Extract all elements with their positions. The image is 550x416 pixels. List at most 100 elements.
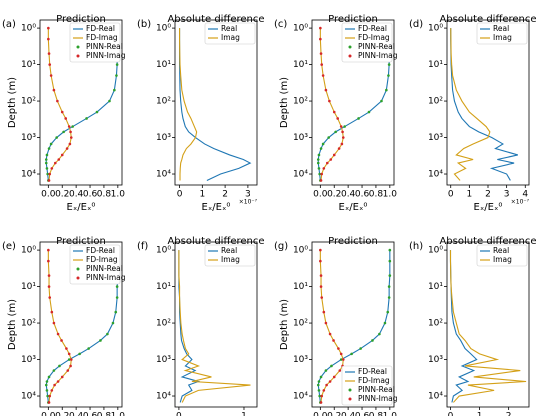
series-dot	[50, 310, 54, 314]
series-dot	[321, 74, 325, 77]
series-dot	[338, 369, 342, 372]
y-tick-label: 10²	[293, 319, 308, 329]
series-dot	[371, 339, 374, 342]
series-dot	[45, 380, 49, 383]
series-dot	[319, 274, 323, 277]
series-dot	[319, 37, 322, 41]
series-dot	[319, 401, 323, 404]
series-dot	[339, 125, 343, 128]
x-tick-label: 1	[199, 190, 205, 200]
series-dot	[47, 147, 51, 150]
x-tick-label: 3	[245, 190, 251, 200]
series-dot	[386, 310, 390, 314]
panel-title: Prediction	[328, 236, 378, 247]
series-dot	[387, 74, 390, 77]
series-dot	[385, 88, 388, 92]
series-dot	[67, 352, 71, 356]
x-tick-label: 0	[177, 190, 183, 200]
series-dot	[52, 88, 56, 92]
series-dot	[48, 63, 52, 66]
x-tick-label: 1.0	[383, 190, 398, 200]
legend-label: Real	[221, 24, 237, 33]
panel-label: (e)	[2, 241, 16, 252]
series-dot	[47, 248, 50, 252]
y-tick-label: 10⁰	[293, 246, 308, 256]
series-dot	[328, 380, 332, 383]
series-dot	[47, 401, 51, 404]
y-tick-label: 10¹	[428, 282, 443, 292]
series-dot	[78, 352, 81, 356]
legend-label: FD-Imag	[86, 33, 118, 42]
legend-box	[69, 22, 121, 63]
series-dot	[47, 37, 50, 41]
series-dot	[357, 117, 360, 120]
series-dot	[328, 99, 331, 103]
series-dot	[332, 153, 336, 157]
series-dot	[69, 358, 73, 361]
y-tick-label: 10⁴	[428, 170, 443, 180]
series-line	[449, 250, 527, 403]
series-dot	[319, 259, 322, 263]
y-tick-label: 10⁰	[21, 246, 36, 256]
series-dot	[350, 352, 353, 356]
x-tick-label: 1	[241, 412, 247, 416]
x-tick-label: 0	[448, 190, 454, 200]
y-tick-label: 10⁴	[156, 170, 171, 180]
legend-swatch	[76, 54, 80, 58]
y-tick-label: 10²	[293, 97, 308, 107]
x-tick-label: 0.8	[369, 412, 384, 416]
legend-label: Imag	[221, 33, 240, 42]
series-dot	[320, 63, 324, 66]
series-dot	[319, 375, 323, 379]
x-tick-label: 0.2	[327, 412, 341, 416]
panel-title: Prediction	[328, 14, 378, 25]
series-dot	[69, 130, 72, 134]
series-dot	[108, 99, 111, 103]
series-dot	[334, 130, 337, 134]
x-tick-label: 1.0	[111, 412, 126, 416]
x-tick-label: 2	[506, 412, 512, 416]
legend-box	[204, 244, 256, 267]
series-dot	[60, 375, 64, 379]
y-tick-label: 10³	[293, 355, 308, 365]
legend-label: PINN-Imag	[358, 51, 398, 60]
y-tick-label: 10³	[21, 355, 36, 365]
series-dot	[317, 153, 321, 157]
legend-label: PINN-Imag	[86, 273, 126, 282]
x-tick-label: 0.8	[97, 190, 112, 200]
series-dot	[111, 321, 115, 325]
series-dot	[48, 172, 52, 176]
series-dot	[317, 380, 321, 383]
series-dot	[60, 339, 63, 342]
series-dot	[67, 358, 71, 361]
y-tick-label: 10¹	[156, 282, 171, 292]
series-dot	[324, 369, 328, 372]
legend-box	[204, 22, 256, 45]
series-dot	[47, 52, 51, 55]
y-tick-label: 10²	[428, 319, 443, 329]
series-dot	[47, 179, 51, 182]
series-dot	[114, 310, 118, 314]
series-dot	[44, 383, 48, 387]
series-dot	[316, 158, 320, 161]
series-dot	[387, 296, 391, 299]
series-dot	[319, 248, 322, 252]
series-dot	[65, 347, 68, 350]
y-tick-label: 10¹	[293, 282, 308, 292]
series-dot	[337, 147, 341, 150]
x-tick-label: 0.4	[69, 412, 84, 416]
series-dot	[65, 147, 69, 150]
legend-label: FD-Real	[86, 246, 115, 255]
series-dot	[115, 285, 119, 288]
series-dot	[60, 153, 64, 157]
legend-swatch	[76, 267, 80, 271]
series-dot	[318, 394, 321, 398]
series-dot	[57, 158, 61, 161]
y-tick-label: 10²	[156, 319, 171, 329]
x-tick-label: 4	[522, 190, 528, 200]
series-dot	[322, 167, 326, 170]
legend-label: Real	[493, 246, 509, 255]
plot-area	[446, 241, 530, 408]
series-dot	[322, 389, 326, 392]
